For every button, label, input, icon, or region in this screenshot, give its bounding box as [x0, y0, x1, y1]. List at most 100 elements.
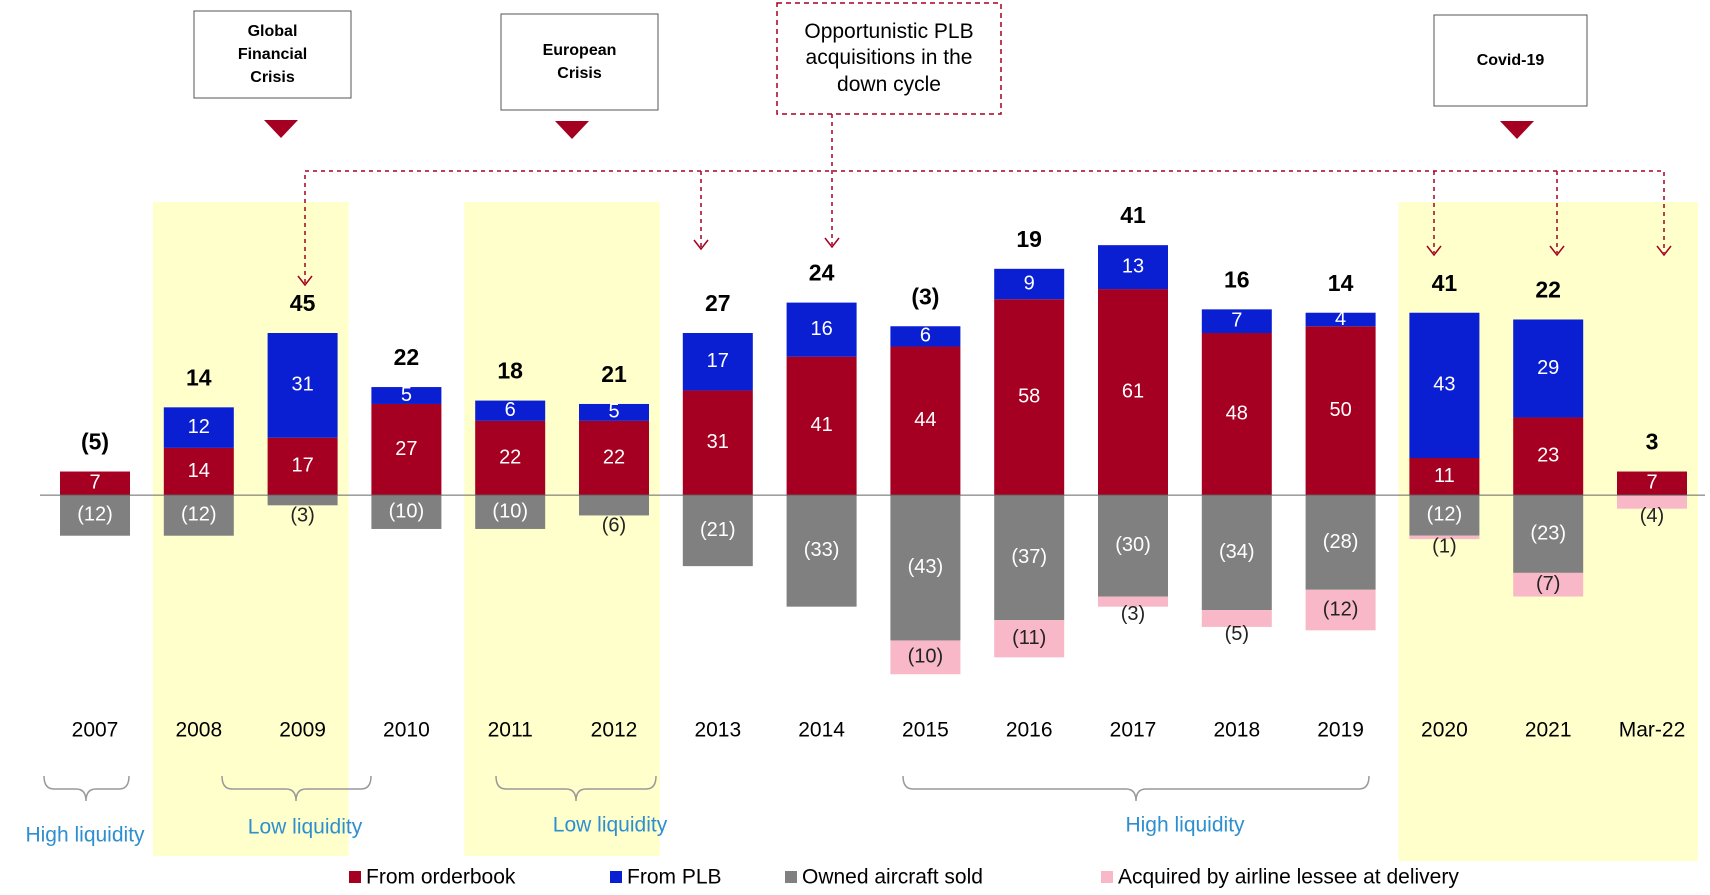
triangle	[555, 121, 589, 139]
value-label: 43	[1433, 374, 1455, 396]
x-tick-label: 2007	[72, 719, 119, 742]
value-label: (1)	[1432, 535, 1456, 557]
annotation-text: European Crisis	[542, 41, 617, 82]
value-label: 16	[810, 318, 832, 340]
value-label: (34)	[1219, 541, 1255, 563]
bar-segment	[579, 403, 649, 421]
value-label: (5)	[1225, 623, 1249, 645]
value-label: 6	[505, 399, 516, 421]
value-label: 9	[1024, 272, 1035, 294]
value-label: 12	[188, 416, 210, 438]
total-label: 3	[1646, 429, 1659, 455]
bar-segment	[1409, 312, 1480, 459]
value-label: 4	[1335, 308, 1346, 330]
x-tick-label: 2018	[1213, 719, 1260, 742]
period-label: Low liquidity	[553, 814, 668, 837]
value-label: 14	[188, 460, 210, 482]
bar-segment	[267, 437, 338, 496]
bar-segment	[475, 400, 546, 421]
triangle	[1500, 121, 1534, 139]
brace	[43, 775, 130, 802]
value-label: (3)	[290, 505, 314, 527]
bar-segment	[1305, 312, 1376, 327]
total-label: (5)	[81, 429, 109, 455]
bar-segment	[267, 333, 338, 438]
value-label: (10)	[389, 500, 425, 522]
value-label: 31	[707, 431, 729, 453]
bar-segment	[1409, 535, 1480, 540]
value-label: (12)	[1323, 598, 1359, 620]
value-label: (10)	[908, 646, 944, 668]
value-label: 7	[1231, 309, 1242, 331]
value-label: 58	[1018, 385, 1040, 407]
value-label: 22	[603, 446, 625, 468]
annotation-text: Covid-19	[1476, 51, 1545, 69]
x-tick-label: 2016	[1006, 719, 1053, 742]
legend-label: From PLB	[627, 866, 722, 889]
highlight	[464, 202, 660, 856]
value-label: 13	[1122, 255, 1144, 277]
bar-segment	[1513, 417, 1584, 496]
bar-segment	[267, 495, 338, 506]
x-tick-label: 2010	[383, 719, 430, 742]
bar-segment	[786, 302, 857, 357]
value-label: 5	[608, 401, 619, 423]
x-tick-label: Mar-22	[1619, 719, 1686, 742]
bar-segment	[994, 495, 1065, 621]
arrows	[304, 114, 1665, 283]
brace	[221, 775, 372, 802]
bar-segment	[890, 326, 961, 347]
value-label: 27	[395, 438, 417, 460]
value-label: 44	[914, 409, 936, 431]
bar-segment	[1617, 471, 1687, 496]
value-label: 5	[401, 384, 412, 406]
legend-label: Owned aircraft sold	[802, 866, 983, 889]
total-label: 21	[601, 361, 627, 387]
value-label: (28)	[1323, 531, 1359, 553]
value-label: (12)	[77, 504, 113, 526]
bar-segment	[682, 495, 753, 567]
bar-segment	[371, 495, 442, 529]
value-label: (43)	[908, 556, 944, 578]
value-label: 22	[499, 446, 521, 468]
legend-label: Acquired by airline lessee at delivery	[1118, 866, 1459, 889]
braces	[43, 775, 1370, 802]
bar-segment	[786, 495, 857, 607]
value-label: (33)	[804, 539, 840, 561]
legend-swatch	[785, 871, 797, 883]
value-label: (10)	[492, 500, 528, 522]
value-label: 17	[707, 350, 729, 372]
bar-segment	[994, 268, 1065, 300]
bar-segment	[163, 495, 234, 536]
bar-segment	[890, 640, 961, 675]
value-label: 7	[89, 472, 100, 494]
bar-segment	[1305, 495, 1376, 590]
bar-segment	[475, 420, 546, 496]
value-label: 11	[1434, 465, 1455, 487]
value-label: 50	[1329, 399, 1351, 421]
bar-segment	[163, 407, 234, 448]
total-label: 45	[290, 290, 316, 316]
bar-segment	[1513, 572, 1584, 597]
total-label: 14	[1328, 270, 1354, 296]
value-label: (11)	[1012, 627, 1046, 649]
legend-swatch	[610, 871, 622, 883]
value-label: 48	[1226, 402, 1248, 424]
bar-segment	[371, 387, 442, 404]
total-label: 22	[1535, 277, 1561, 303]
x-tick-label: 2021	[1525, 719, 1572, 742]
value-label: (7)	[1536, 573, 1560, 595]
x-tick-label: 2014	[798, 719, 845, 742]
bar-segment	[682, 333, 753, 391]
x-tick-label: 2012	[591, 719, 638, 742]
bar-segment	[371, 403, 442, 496]
bar-segment	[60, 495, 130, 536]
annotation-text: Opportunistic PLB acquisitions in the do…	[804, 20, 974, 96]
bar-segment	[1098, 245, 1168, 290]
value-label: (12)	[181, 504, 217, 526]
brace	[902, 775, 1370, 802]
total-label: 18	[497, 358, 523, 384]
value-label: 29	[1537, 357, 1559, 379]
x-tick-label: 2015	[902, 719, 949, 742]
bar-segment	[682, 390, 753, 496]
